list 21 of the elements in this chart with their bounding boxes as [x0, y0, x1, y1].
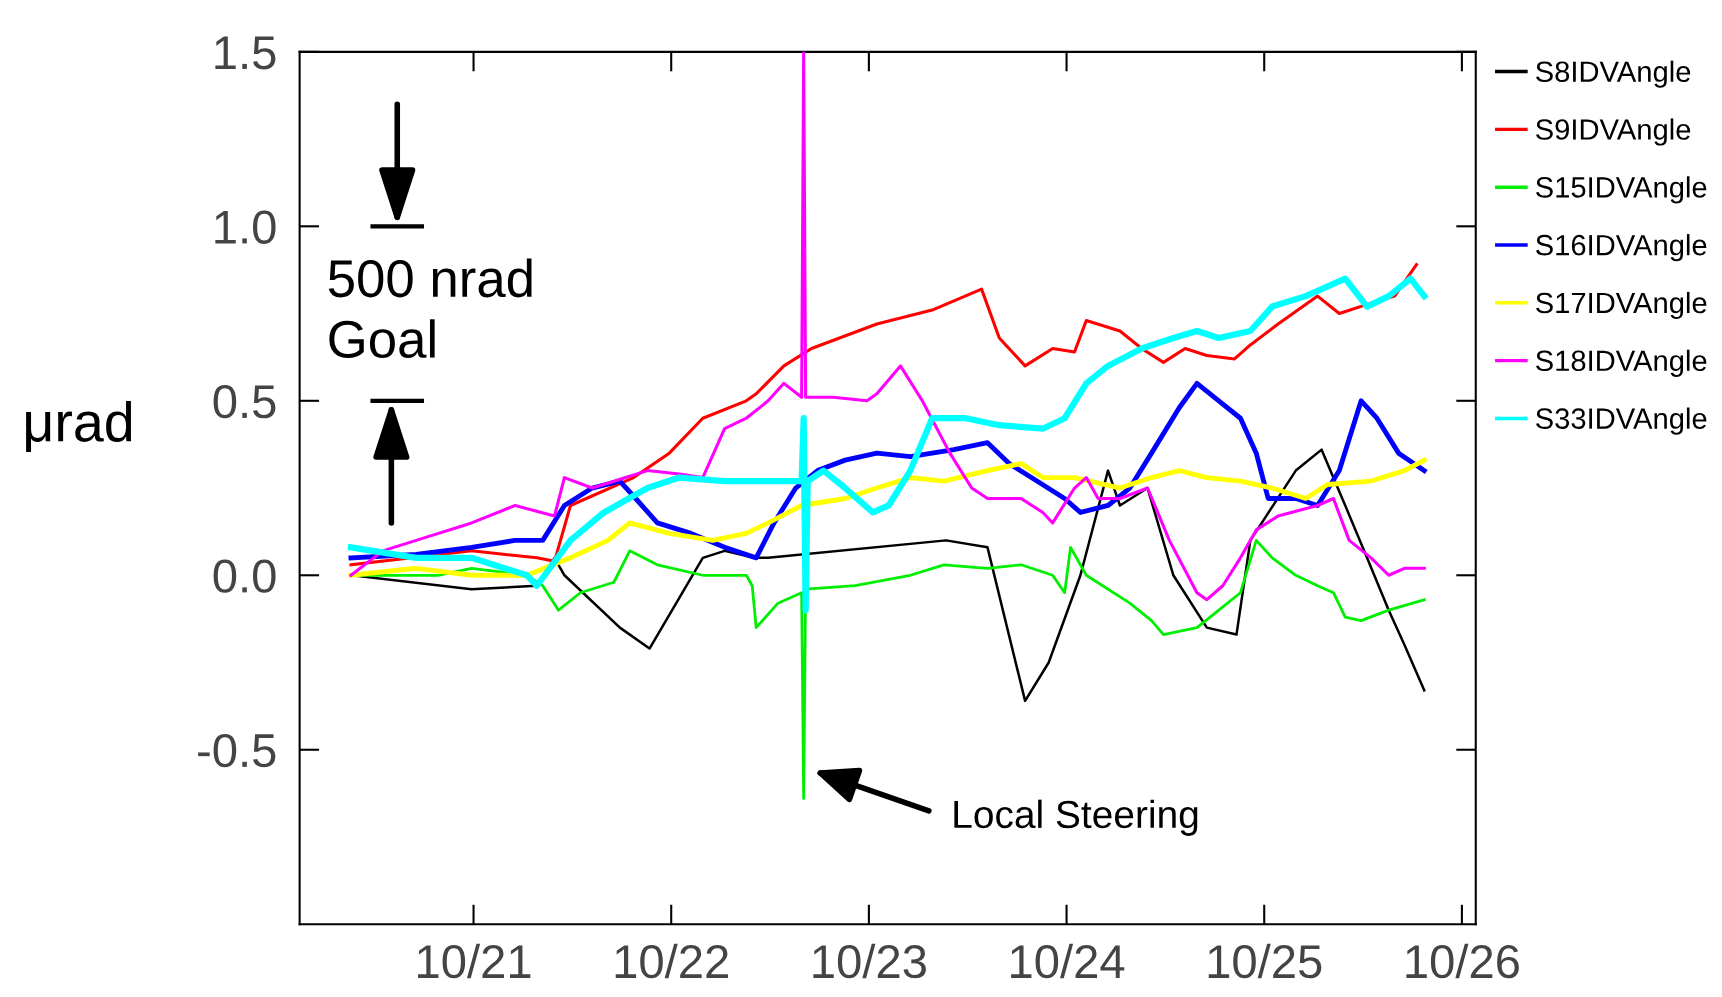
x-tick-label: 10/24: [1011, 943, 1125, 979]
x-tick-label: 10/26: [1406, 943, 1519, 979]
legend-label: S18IDVAngle: [1536, 349, 1707, 377]
legend-label: S8IDVAngle: [1536, 60, 1691, 88]
legend-label: S15IDVAngle: [1536, 176, 1707, 204]
legend-label: S9IDVAngle: [1536, 118, 1691, 146]
x-tick-label: 10/23: [813, 943, 926, 979]
y-tick-label: 1.0: [215, 210, 276, 244]
y-tick-label: 0.5: [213, 384, 276, 419]
y-tick-label: 0.0: [213, 559, 276, 593]
x-tick-label: 10/21: [418, 943, 531, 979]
annotation: 500 nrad Goal: [328, 258, 532, 359]
annotation: Local Steering: [954, 799, 1198, 836]
legend-label: S16IDVAngle: [1536, 234, 1707, 262]
x-tick-label: 10/25: [1208, 943, 1322, 979]
y-tick-label: -0.5: [198, 733, 276, 768]
y-tick-label: 1.5: [215, 36, 276, 70]
legend-label: S33IDVAngle: [1536, 407, 1707, 435]
x-tick-label: 10/22: [615, 943, 728, 979]
y-axis-title: μrad: [26, 401, 132, 452]
legend-label: S17IDVAngle: [1536, 291, 1707, 320]
